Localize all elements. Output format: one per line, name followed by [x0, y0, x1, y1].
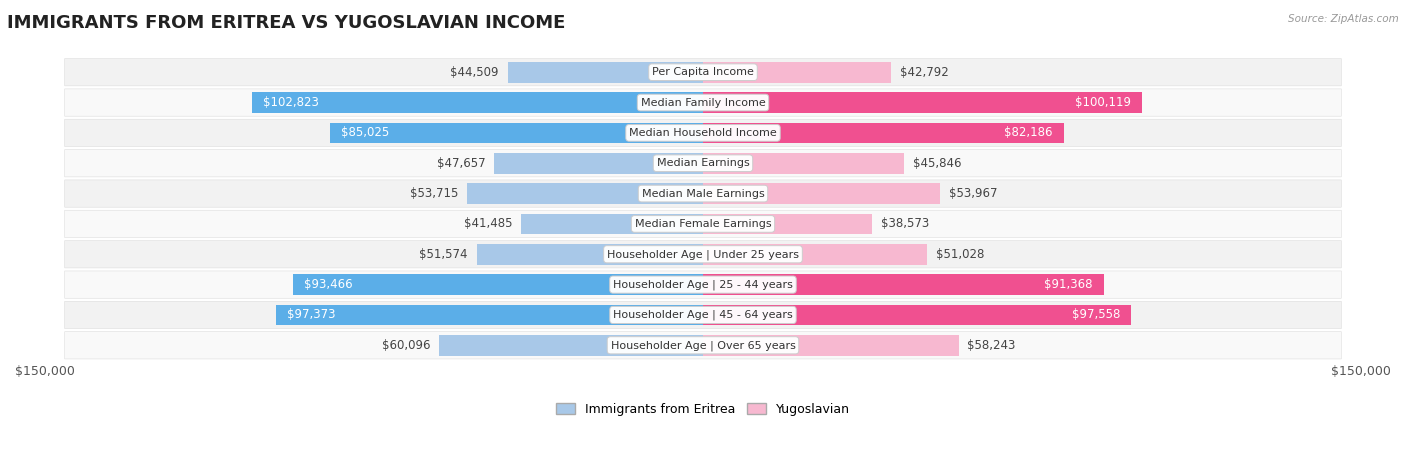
Text: $97,373: $97,373: [287, 308, 335, 321]
Bar: [522, 213, 703, 234]
Text: $45,846: $45,846: [912, 157, 962, 170]
Text: $47,657: $47,657: [436, 157, 485, 170]
FancyBboxPatch shape: [65, 58, 1341, 86]
Text: Median Female Earnings: Median Female Earnings: [634, 219, 772, 229]
FancyBboxPatch shape: [65, 301, 1341, 329]
FancyBboxPatch shape: [65, 332, 1341, 359]
Bar: [467, 183, 703, 204]
Text: $41,485: $41,485: [464, 218, 512, 230]
Bar: [330, 122, 703, 143]
Text: Median Household Income: Median Household Income: [628, 128, 778, 138]
Text: Householder Age | Under 25 years: Householder Age | Under 25 years: [607, 249, 799, 260]
Text: Householder Age | 45 - 64 years: Householder Age | 45 - 64 years: [613, 310, 793, 320]
Text: $51,574: $51,574: [419, 248, 468, 261]
Text: $53,967: $53,967: [949, 187, 997, 200]
Bar: [703, 122, 1063, 143]
FancyBboxPatch shape: [65, 119, 1341, 147]
Bar: [494, 153, 703, 174]
Bar: [703, 244, 927, 265]
FancyBboxPatch shape: [65, 210, 1341, 238]
Bar: [703, 304, 1130, 325]
Bar: [477, 244, 703, 265]
Text: $44,509: $44,509: [450, 66, 499, 79]
Bar: [292, 274, 703, 295]
Bar: [703, 92, 1142, 113]
Bar: [703, 335, 959, 355]
Bar: [703, 153, 904, 174]
Text: $42,792: $42,792: [900, 66, 948, 79]
Text: Per Capita Income: Per Capita Income: [652, 67, 754, 77]
Text: Householder Age | 25 - 44 years: Householder Age | 25 - 44 years: [613, 279, 793, 290]
Text: Householder Age | Over 65 years: Householder Age | Over 65 years: [610, 340, 796, 351]
FancyBboxPatch shape: [65, 89, 1341, 116]
Bar: [276, 304, 703, 325]
Text: Median Family Income: Median Family Income: [641, 98, 765, 107]
Bar: [703, 274, 1104, 295]
Text: Median Earnings: Median Earnings: [657, 158, 749, 168]
Bar: [439, 335, 703, 355]
Text: $85,025: $85,025: [342, 127, 389, 139]
Bar: [703, 183, 939, 204]
Text: $91,368: $91,368: [1045, 278, 1092, 291]
Text: IMMIGRANTS FROM ERITREA VS YUGOSLAVIAN INCOME: IMMIGRANTS FROM ERITREA VS YUGOSLAVIAN I…: [7, 14, 565, 32]
Text: Source: ZipAtlas.com: Source: ZipAtlas.com: [1288, 14, 1399, 24]
Bar: [703, 62, 891, 83]
Text: $100,119: $100,119: [1076, 96, 1132, 109]
FancyBboxPatch shape: [65, 271, 1341, 298]
Text: $53,715: $53,715: [411, 187, 458, 200]
Text: $60,096: $60,096: [382, 339, 430, 352]
Text: $82,186: $82,186: [1004, 127, 1053, 139]
Bar: [703, 213, 872, 234]
Text: $38,573: $38,573: [882, 218, 929, 230]
FancyBboxPatch shape: [65, 149, 1341, 177]
FancyBboxPatch shape: [65, 241, 1341, 268]
Text: $51,028: $51,028: [935, 248, 984, 261]
Bar: [508, 62, 703, 83]
Text: $97,558: $97,558: [1071, 308, 1121, 321]
Legend: Immigrants from Eritrea, Yugoslavian: Immigrants from Eritrea, Yugoslavian: [551, 398, 855, 421]
Text: Median Male Earnings: Median Male Earnings: [641, 189, 765, 198]
Text: $58,243: $58,243: [967, 339, 1015, 352]
Text: $102,823: $102,823: [263, 96, 319, 109]
Text: $93,466: $93,466: [304, 278, 353, 291]
FancyBboxPatch shape: [65, 180, 1341, 207]
Bar: [252, 92, 703, 113]
